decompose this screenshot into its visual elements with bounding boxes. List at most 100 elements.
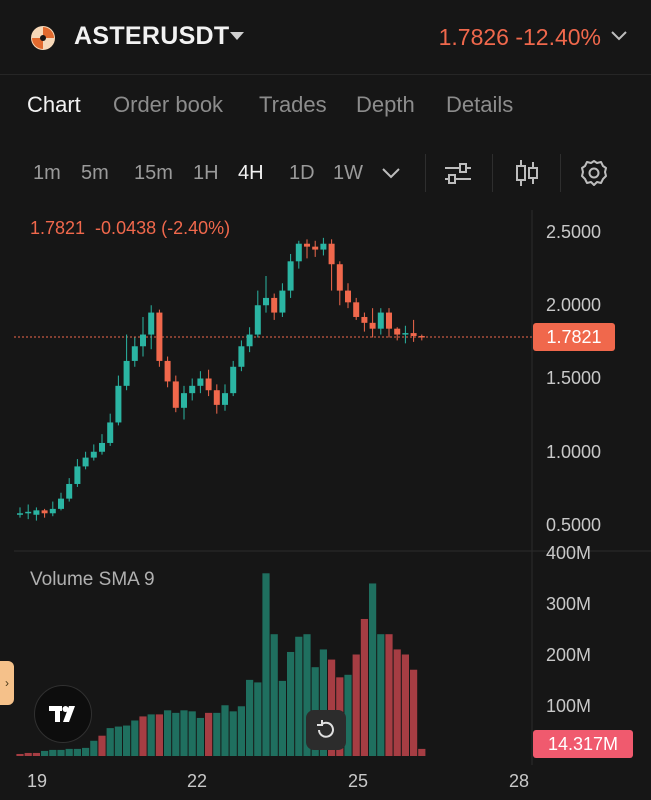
candle-body [107, 422, 114, 443]
volume-bar [270, 634, 278, 756]
candle-body [328, 243, 335, 265]
volume-bar [106, 728, 114, 756]
timeframe-1m[interactable]: 1m [33, 162, 61, 184]
volume-bar [237, 706, 245, 756]
volume-bars-group [16, 573, 426, 756]
top-bar: ASTERUSDT 1.7826 -12.40% [0, 0, 651, 75]
candle-body [74, 466, 81, 484]
date-tick: 22 [187, 771, 208, 791]
candle-body [172, 381, 179, 408]
volume-bar [65, 748, 73, 756]
volume-bar [131, 720, 139, 756]
volume-bar [229, 711, 237, 756]
timeframe-15m[interactable]: 15m [134, 162, 173, 184]
volume-bar [319, 649, 327, 756]
candle-body [410, 333, 417, 337]
tab-order-book[interactable]: Order book [113, 92, 224, 117]
candle-body [205, 378, 212, 391]
candle-body [369, 322, 376, 329]
volume-bar [82, 747, 90, 756]
reset-chart-button[interactable] [306, 710, 346, 750]
candle-body [254, 305, 261, 335]
volume-bar [147, 714, 155, 756]
candle-body [345, 290, 351, 303]
candle-body [320, 243, 327, 250]
timeframe-4h[interactable]: 4H [238, 162, 264, 184]
date-tick: 25 [348, 771, 369, 791]
candle-body [197, 378, 204, 386]
volume-bar [221, 705, 229, 756]
candle-body [131, 346, 138, 361]
price-tick: 0.5000 [546, 515, 602, 535]
tab-chart[interactable]: Chart [27, 92, 81, 117]
caret-down-icon[interactable] [230, 32, 244, 41]
volume-bar [57, 749, 65, 756]
section-tabs: Chart Order book Trades Depth Details [0, 92, 651, 128]
volume-bar [188, 711, 196, 756]
candle-body [115, 385, 122, 423]
candle-body [402, 333, 409, 335]
volume-bar [246, 679, 254, 756]
candle-body [336, 264, 343, 291]
volume-bar [24, 752, 32, 756]
volume-bar [262, 573, 270, 756]
volume-bar [254, 682, 262, 756]
volume-bar [196, 717, 204, 756]
tab-trades[interactable]: Trades [259, 92, 327, 117]
timeframe-1w[interactable]: 1W [333, 162, 363, 184]
candle-type-icon[interactable] [514, 158, 540, 188]
volume-bar [49, 749, 57, 756]
price-tick: 2.5000 [546, 222, 602, 242]
volume-bar [32, 752, 40, 756]
volume-tick: 100M [546, 696, 592, 716]
timeframe-more-chevron-icon[interactable] [382, 168, 400, 179]
candle-body [386, 312, 392, 329]
divider [492, 154, 493, 192]
expand-side-panel-button[interactable]: › [0, 661, 14, 705]
price-tick: 2.0000 [546, 295, 602, 315]
candle-body [213, 390, 220, 405]
current-price-tag: 1.7821 [533, 323, 615, 351]
volume-bar [352, 654, 360, 756]
candle-body [90, 451, 97, 458]
candle-body [271, 297, 278, 313]
volume-bar [123, 725, 131, 756]
volume-indicator-title[interactable]: Volume SMA 9 [30, 569, 155, 590]
tradingview-logo[interactable] [34, 685, 92, 743]
volume-tick: 200M [546, 645, 592, 665]
tab-depth[interactable]: Depth [356, 92, 415, 117]
timeframe-1h[interactable]: 1H [193, 162, 219, 184]
volume-bar [205, 712, 213, 756]
candle-body [353, 302, 360, 317]
aster-logo-icon [31, 26, 55, 50]
volume-bar [360, 618, 368, 756]
candle-body [99, 442, 105, 452]
candle-body [156, 312, 163, 361]
volume-bar [155, 714, 163, 756]
tab-details[interactable]: Details [446, 92, 514, 117]
settings-icon[interactable] [580, 159, 608, 187]
candle-body [123, 360, 130, 386]
timeframe-1d[interactable]: 1D [289, 162, 315, 184]
reset-icon [317, 720, 334, 738]
candle-body [181, 393, 187, 408]
indicators-icon[interactable] [444, 161, 472, 185]
ohlc-readout: 1.7821 -0.0438 (-2.40%) [30, 218, 231, 238]
date-tick: 19 [27, 771, 48, 791]
candle-body [263, 297, 269, 306]
volume-bar [385, 634, 393, 756]
volume-bar [344, 674, 352, 756]
trading-pair-title[interactable]: ASTERUSDT [74, 22, 230, 50]
candle-body [58, 498, 64, 509]
volume-bar [369, 583, 377, 756]
candle-body [418, 336, 425, 338]
chevron-down-icon[interactable] [611, 31, 627, 41]
volume-bar [295, 636, 303, 756]
candle-body [164, 360, 171, 382]
last-price-change: 1.7826 -12.40% [438, 24, 601, 50]
timeframe-5m[interactable]: 5m [81, 162, 109, 184]
candle-body [148, 312, 155, 335]
candle-body [230, 366, 237, 394]
divider [560, 154, 561, 192]
